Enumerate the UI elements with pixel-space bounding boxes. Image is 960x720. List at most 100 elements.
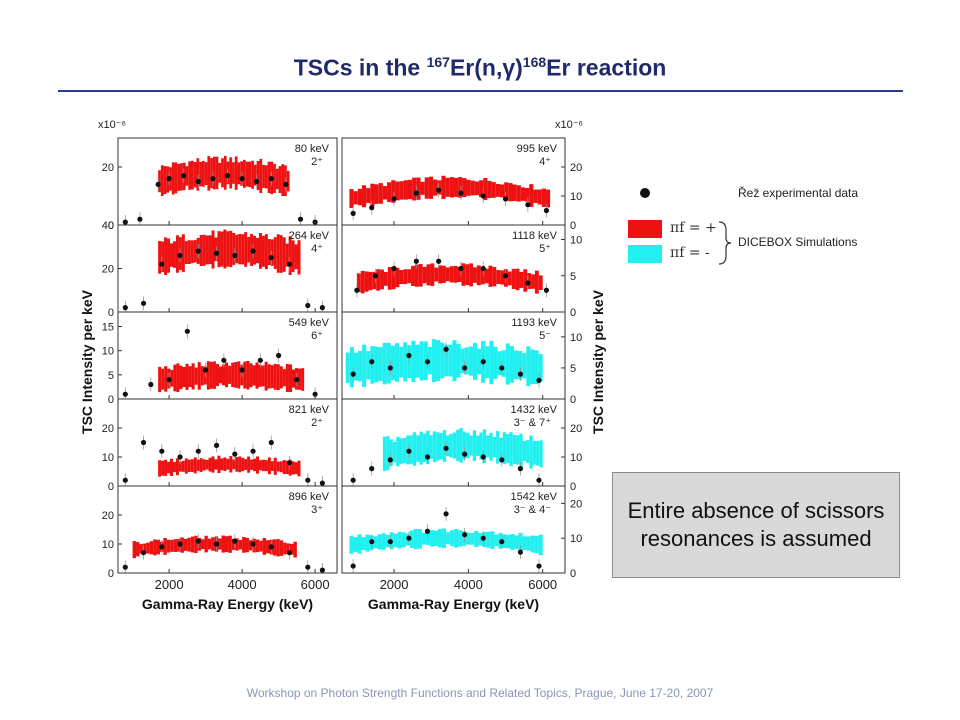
data-point (159, 448, 165, 454)
sim-bar (516, 185, 521, 202)
x-tick-label: 6000 (528, 577, 557, 592)
sim-bar (193, 162, 197, 188)
y-tick-label: 0 (570, 481, 576, 493)
sim-bar (285, 460, 289, 475)
sim-bar (291, 240, 295, 273)
sim-bar (469, 263, 474, 287)
x-tick-label: 4000 (454, 577, 483, 592)
data-point (305, 302, 311, 309)
sim-bar (221, 535, 225, 553)
data-point (286, 460, 293, 466)
data-point (480, 359, 486, 365)
panel-spin-label: 2⁺ (311, 156, 323, 168)
sim-bar (377, 534, 382, 550)
sim-bar (229, 456, 233, 473)
sim-bar (496, 270, 501, 284)
sim-bar (476, 265, 481, 286)
sim-bar (298, 368, 302, 390)
sim-bar (417, 529, 422, 549)
sim-bar (522, 441, 527, 461)
sim-bar (267, 239, 271, 266)
sim-bar (200, 366, 204, 386)
sim-bar (420, 181, 425, 195)
sim-bar (231, 362, 235, 388)
data-point (424, 528, 431, 534)
sim-bar (264, 460, 268, 472)
sim-bar (361, 537, 366, 551)
data-point (462, 365, 468, 371)
y-tick-label: 20 (570, 498, 582, 510)
data-point (239, 367, 245, 373)
sim-bar (282, 369, 286, 387)
sim-bar (353, 352, 359, 381)
sim-bar (399, 346, 404, 378)
sim-bar (187, 459, 191, 472)
data-point (137, 216, 143, 222)
sim-bar (270, 461, 274, 471)
panel-spin-label: 5⁻ (539, 330, 551, 342)
data-point (221, 357, 227, 363)
sim-bar (539, 440, 543, 468)
sim-bar (234, 156, 238, 190)
data-point (443, 346, 449, 352)
sim-bar (288, 459, 292, 476)
sim-bar (452, 432, 457, 459)
sim-bar (259, 158, 263, 194)
data-point (319, 305, 325, 311)
sim-bar (462, 431, 467, 460)
sim-bar (462, 178, 467, 198)
sim-bar (232, 459, 236, 470)
sim-bar (486, 531, 491, 548)
data-point (276, 352, 282, 359)
data-point (525, 202, 531, 208)
sim-bar (251, 160, 254, 189)
y-tick-label: 10 (570, 332, 582, 344)
data-point (122, 477, 128, 483)
sim-bar (273, 457, 277, 475)
sim-bar (444, 344, 449, 377)
sim-bar (489, 340, 494, 385)
sim-bar (238, 539, 243, 550)
sim-bar (425, 531, 430, 546)
y-tick-label: 5 (108, 370, 114, 382)
sim-bar (403, 180, 408, 200)
sim-bar (258, 460, 262, 471)
sim-bar (506, 433, 510, 464)
sim-bar (412, 177, 417, 201)
sim-bar (208, 457, 212, 472)
sim-bar (184, 241, 188, 264)
y-tick-label: 10 (102, 452, 114, 464)
sim-bar (158, 366, 162, 393)
sim-bar (232, 233, 236, 265)
data-point (166, 176, 172, 182)
sim-bar (368, 271, 373, 291)
panel-spin-label: 6⁺ (311, 330, 323, 342)
sim-bar (494, 534, 499, 547)
data-point (413, 190, 419, 196)
sim-bar (231, 538, 236, 550)
panel-energy-label: 1432 keV (511, 404, 558, 416)
sim-bar (206, 361, 210, 390)
sim-bar (510, 533, 515, 550)
data-point (480, 265, 486, 272)
data-point (213, 442, 220, 448)
sim-bar (446, 532, 451, 545)
panel-spin-label: 5⁺ (539, 243, 551, 255)
sim-bar (378, 347, 383, 381)
sim-bar (429, 530, 434, 547)
sim-bar (194, 367, 198, 385)
y-tick-label: 5 (570, 363, 576, 375)
data-point (122, 305, 128, 311)
sim-bar (428, 176, 434, 199)
data-point (517, 371, 524, 377)
data-point (350, 210, 356, 216)
data-point (543, 287, 550, 293)
sim-bar (288, 236, 292, 276)
sim-bar (175, 235, 179, 273)
legend-simulations-label: DICEBOX Simulations (738, 235, 858, 249)
sim-bar (522, 353, 527, 379)
sim-bar (525, 187, 530, 202)
sim-bar (472, 342, 478, 380)
sim-bar (399, 181, 404, 200)
title-mid: Er(n,γ) (449, 54, 523, 81)
